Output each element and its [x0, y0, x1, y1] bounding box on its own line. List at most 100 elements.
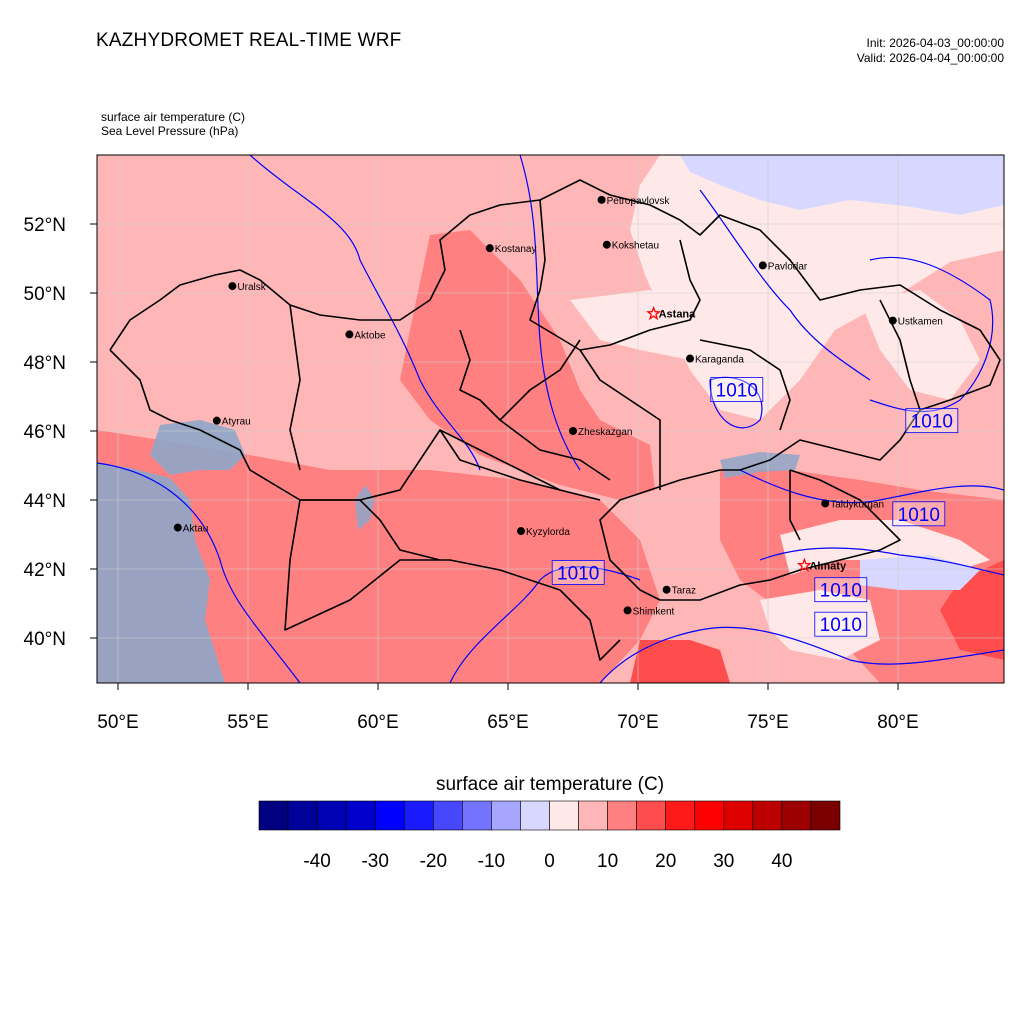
colorbar-swatch [578, 800, 608, 831]
isobar-line [249, 155, 481, 471]
city-label: Zheskazgan [578, 427, 632, 438]
city-dot-icon [602, 240, 611, 249]
city-dot-icon [662, 585, 671, 594]
city-dot-icon [485, 244, 494, 253]
aral-sea [355, 485, 375, 530]
city-dot-icon [888, 316, 897, 325]
region-border [499, 419, 611, 481]
region-border [579, 349, 661, 490]
city-star-icon [796, 557, 812, 572]
caspian-sea [97, 463, 225, 683]
lat-tick-label: 48°N [24, 353, 66, 374]
lon-tick-label: 55°E [227, 712, 268, 733]
country-border [109, 179, 1001, 601]
colorbar-swatch [287, 800, 318, 831]
colorbar-swatch [694, 800, 725, 831]
colorbar-swatch [403, 800, 434, 831]
city-label: Ustkamen [898, 317, 943, 328]
city-dot-icon [517, 527, 525, 536]
lon-tick-label: 60°E [357, 712, 398, 733]
region-border [529, 199, 701, 351]
region-border [439, 429, 561, 491]
colorbar-tick-label: 20 [655, 851, 676, 872]
lat-tick-label: 52°N [24, 215, 66, 236]
caspian-sea-north [150, 420, 245, 475]
city-dot-icon [686, 354, 694, 363]
colorbar-swatch [374, 800, 405, 831]
isobar-label: 1010 [716, 381, 758, 402]
colorbar-swatch [752, 800, 783, 831]
colorbar-swatch [607, 800, 637, 831]
colorbar-tick-label: 40 [771, 851, 792, 872]
city-dot-icon [597, 195, 606, 204]
isobar-label-box [710, 377, 764, 403]
city-label: Uralsk [237, 282, 266, 293]
isobar-label: 1010 [911, 412, 953, 433]
colorbar-swatch [316, 800, 347, 831]
isobar-label-box [905, 408, 959, 434]
colorbar-tick-label: -20 [420, 851, 447, 872]
colorbar-swatch [345, 800, 376, 831]
cool-zone-center [570, 290, 700, 360]
colorbar-tick-label: -40 [303, 851, 330, 872]
isobar-line [739, 469, 1004, 504]
border-layer [109, 179, 1001, 661]
city-dot-icon [212, 416, 221, 425]
cool-zone-north [630, 155, 1004, 420]
city-dot-icon [821, 499, 830, 508]
region-border [699, 339, 791, 431]
city-label: Aktobe [354, 330, 386, 341]
balkhash-lake [720, 452, 800, 478]
field-label-pressure: Sea Level Pressure (hPa) [101, 124, 239, 138]
isobar-line [599, 626, 1004, 683]
region-border [789, 470, 801, 541]
hot-zone-east [940, 560, 1004, 660]
isobar-label: 1010 [557, 563, 599, 584]
city-dot-icon [623, 606, 632, 615]
lon-tick-label: 50°E [97, 712, 138, 733]
isobar-label: 1010 [820, 615, 862, 636]
isobar-label-box [814, 577, 868, 603]
city-label: Taraz [672, 586, 696, 597]
field-label-temperature: surface air temperature (C) [101, 110, 246, 124]
valid-time-label: Valid: 2026-04-04_00:00:00 [856, 51, 1004, 65]
city-dot-icon [758, 261, 767, 270]
city-label: Astana [659, 309, 697, 321]
city-label: Kostanay [495, 244, 537, 255]
city-label: Almaty [809, 561, 847, 573]
main-title: KAZHYDROMET REAL-TIME WRF [96, 30, 402, 51]
lon-tick-label: 80°E [877, 712, 918, 733]
colorbar-swatch [258, 800, 289, 831]
isobar-layer [97, 155, 1004, 683]
region-border [459, 329, 581, 421]
colorbar-swatch [810, 800, 841, 831]
city-dot-icon [228, 282, 237, 291]
city-label: Karaganda [695, 355, 744, 366]
lat-tick-label: 42°N [24, 560, 66, 581]
isobar-label: 1010 [898, 505, 940, 526]
colorbar-swatch [723, 800, 754, 831]
isobar-label: 1010 [820, 581, 862, 602]
colorbar-tick-label: 30 [713, 851, 734, 872]
colorbar-swatch [636, 800, 667, 831]
city-dot-icon [173, 523, 182, 532]
isobar-label-box [814, 611, 868, 637]
isobar-label-box [892, 501, 946, 527]
city-label: Kokshetau [612, 241, 659, 252]
colorbar: -40 -30 -20 -10 0 10 20 30 40 [258, 800, 841, 872]
isobar-label-box [551, 560, 605, 585]
colorbar-swatch [781, 800, 812, 831]
colorbar-swatch [462, 800, 492, 831]
colorbar-tick-label: -10 [478, 851, 505, 872]
isobar-line [519, 155, 581, 471]
country-border [300, 499, 441, 561]
city-label: Aktau [183, 524, 209, 535]
isobar-label-layer: 1010 1010 1010 1010 1010 1010 [551, 377, 959, 637]
tianshan-cool [760, 590, 880, 660]
city-star-icon [646, 305, 662, 321]
city-label: Kyzylorda [526, 527, 570, 538]
colorbar-swatch [432, 800, 463, 831]
city-dot-icon [569, 427, 577, 435]
lat-tick-label: 50°N [24, 284, 66, 305]
